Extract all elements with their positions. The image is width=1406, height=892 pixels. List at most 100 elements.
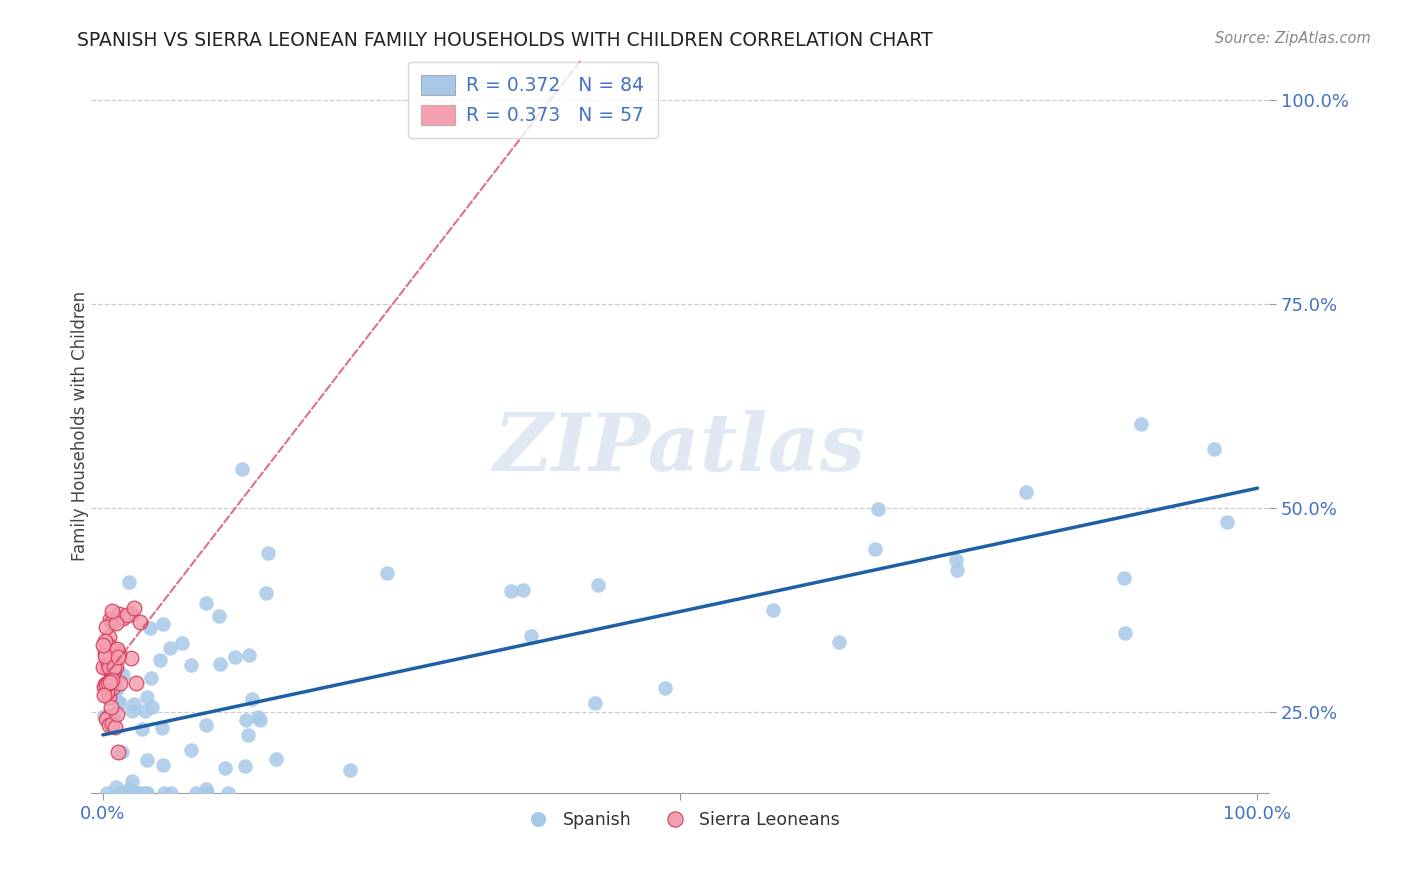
Point (946, 563, 969, 577)
Point (101, 717, 124, 731)
Point (101, 673, 124, 687)
Point (111, 745, 134, 759)
Point (108, 696, 131, 710)
Point (128, 786, 150, 800)
Point (152, 617, 174, 632)
Point (97, 676, 120, 690)
Point (105, 616, 128, 631)
Point (93, 646, 115, 660)
Point (93, 709, 115, 723)
Point (152, 757, 174, 772)
Point (945, 553, 967, 567)
Point (152, 786, 174, 800)
Point (195, 596, 218, 610)
Point (111, 786, 134, 800)
Point (654, 681, 676, 695)
Legend: Spanish, Sierra Leoneans: Spanish, Sierra Leoneans (513, 804, 846, 836)
Point (94, 677, 117, 691)
Point (136, 753, 159, 767)
Text: Source: ZipAtlas.com: Source: ZipAtlas.com (1215, 31, 1371, 46)
Point (254, 586, 277, 600)
Point (93, 639, 115, 653)
Point (108, 676, 131, 690)
Point (238, 648, 260, 662)
Point (264, 752, 287, 766)
Point (233, 758, 256, 772)
Point (94, 620, 117, 634)
Point (238, 728, 260, 742)
Point (104, 681, 127, 696)
Point (93, 680, 115, 694)
Point (101, 707, 124, 722)
Point (98, 648, 121, 663)
Point (180, 657, 202, 672)
Point (96, 710, 118, 724)
Point (94, 634, 117, 648)
Point (94, 712, 117, 726)
Point (105, 681, 128, 696)
Point (135, 786, 157, 800)
Point (97, 660, 120, 674)
Point (112, 786, 135, 800)
Point (375, 566, 398, 580)
Point (105, 694, 128, 708)
Point (98, 674, 121, 689)
Point (107, 650, 129, 665)
Point (136, 786, 159, 800)
Point (96, 638, 118, 652)
Point (131, 723, 153, 737)
Point (195, 786, 218, 800)
Point (231, 462, 253, 476)
Point (240, 692, 263, 706)
Point (105, 644, 128, 658)
Point (141, 700, 163, 714)
Point (125, 786, 148, 800)
Point (96, 685, 118, 699)
Point (828, 634, 851, 648)
Point (257, 546, 280, 560)
Point (512, 582, 534, 597)
Point (184, 786, 207, 800)
Point (866, 502, 889, 516)
Point (235, 713, 257, 727)
Point (122, 600, 145, 615)
Point (128, 615, 150, 629)
Point (115, 607, 138, 622)
Point (97, 718, 120, 732)
Point (118, 782, 141, 797)
Point (1114, 626, 1136, 640)
Point (583, 697, 606, 711)
Point (105, 642, 128, 657)
Text: SPANISH VS SIERRA LEONEAN FAMILY HOUSEHOLDS WITH CHILDREN CORRELATION CHART: SPANISH VS SIERRA LEONEAN FAMILY HOUSEHO… (77, 31, 934, 50)
Point (112, 786, 135, 800)
Point (224, 649, 246, 664)
Point (208, 609, 231, 624)
Point (98, 631, 121, 645)
Point (101, 681, 124, 696)
Point (1129, 417, 1152, 432)
Point (100, 615, 122, 629)
Point (217, 786, 239, 800)
Point (180, 743, 202, 757)
Point (121, 774, 143, 789)
Text: ZIPatlas: ZIPatlas (494, 409, 866, 487)
Point (135, 690, 157, 704)
Point (121, 607, 143, 621)
Point (131, 786, 153, 800)
Point (104, 659, 127, 673)
Point (101, 664, 124, 678)
Point (762, 603, 785, 617)
Point (97, 657, 120, 671)
Point (108, 786, 131, 800)
Point (100, 699, 122, 714)
Point (108, 647, 131, 661)
Point (98, 649, 121, 664)
Point (125, 786, 148, 800)
Point (121, 704, 143, 718)
Point (160, 786, 183, 800)
Point (150, 721, 173, 735)
Point (134, 704, 156, 718)
Point (149, 653, 172, 667)
Point (139, 671, 162, 685)
Point (100, 664, 122, 678)
